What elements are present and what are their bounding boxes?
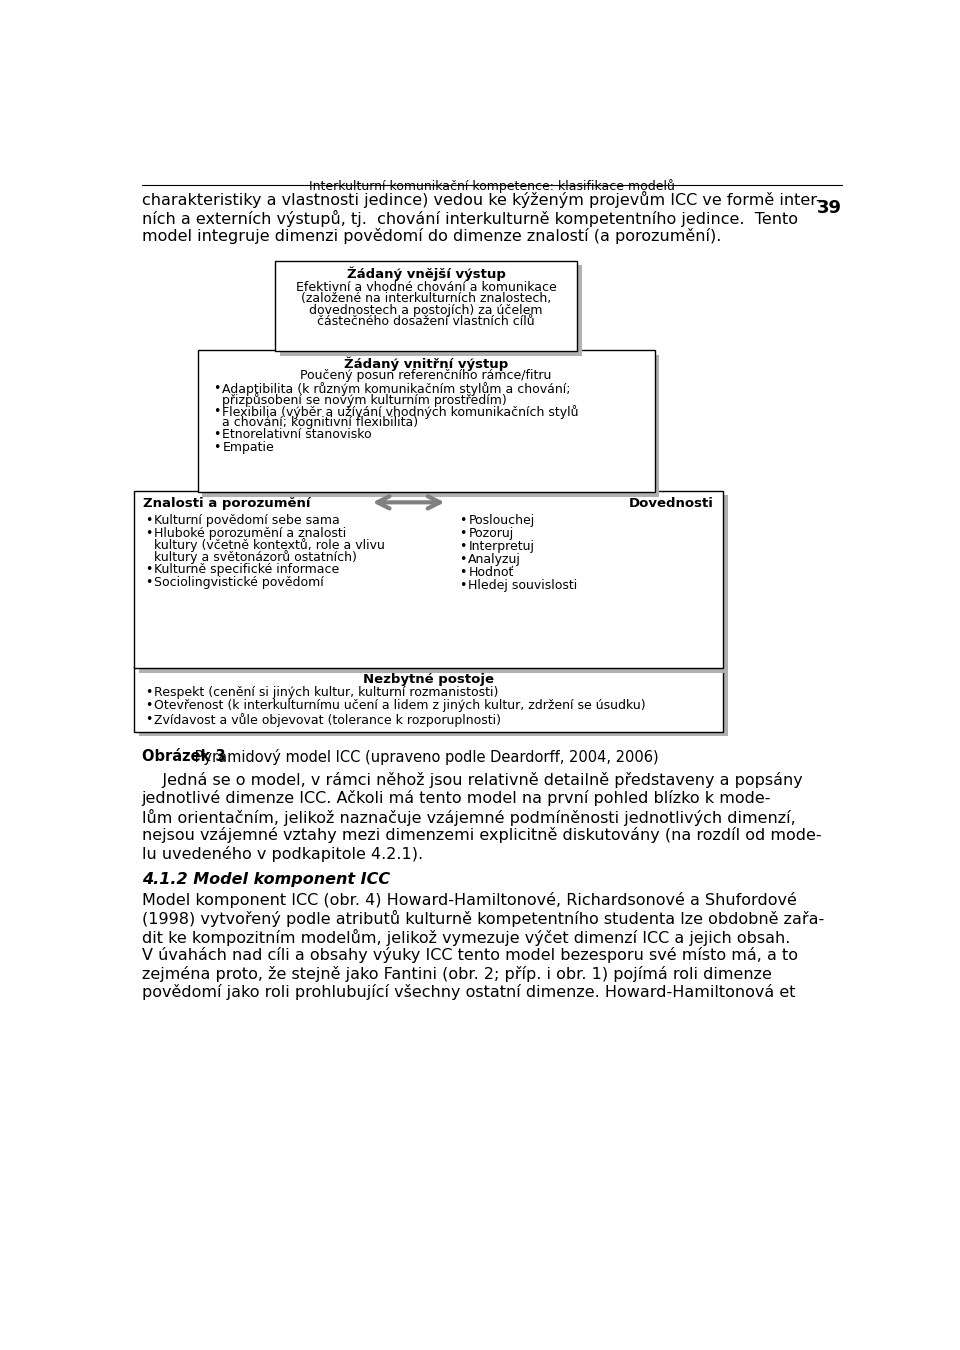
Text: kultury a světonázorů ostatních): kultury a světonázorů ostatních) xyxy=(155,549,357,564)
Text: •: • xyxy=(145,514,153,526)
Text: Sociolingvistické povědomí: Sociolingvistické povědomí xyxy=(155,576,324,589)
Bar xyxy=(138,671,728,736)
Bar xyxy=(203,355,660,497)
Text: Dovednosti: Dovednosti xyxy=(629,497,713,510)
Text: •: • xyxy=(459,540,467,553)
Bar xyxy=(275,261,577,351)
Text: •: • xyxy=(213,428,221,441)
Text: 4.1.2 Model komponent ICC: 4.1.2 Model komponent ICC xyxy=(142,872,390,887)
Text: V úvahách nad cíli a obsahy výuky ICC tento model bezesporu své místo má, a to: V úvahách nad cíli a obsahy výuky ICC te… xyxy=(142,948,798,964)
Text: Kulturně specifické informace: Kulturně specifické informace xyxy=(155,563,339,576)
Text: •: • xyxy=(145,576,153,589)
Text: Respekt (cenění si jiných kultur, kulturní rozmanistosti): Respekt (cenění si jiných kultur, kultur… xyxy=(155,686,498,699)
Text: •: • xyxy=(459,566,467,579)
Text: kultury (včetně kontextů, role a vlivu: kultury (včetně kontextů, role a vlivu xyxy=(155,539,385,552)
Text: povědomí jako roli prohlubující všechny ostatní dimenze. Howard-Hamiltonová et: povědomí jako roli prohlubující všechny … xyxy=(142,984,795,1000)
Text: model integruje dimenzi povědomí do dimenze znalostí (a porozumění).: model integruje dimenzi povědomí do dime… xyxy=(142,228,721,244)
Text: Obrázek 3: Obrázek 3 xyxy=(142,749,226,764)
Text: Hluboké porozumění a znalosti: Hluboké porozumění a znalosti xyxy=(155,526,347,540)
Bar xyxy=(138,495,728,672)
Bar xyxy=(279,265,582,356)
Text: •: • xyxy=(145,713,153,725)
Text: (1998) vytvořený podle atributů kulturně kompetentního studenta lze obdobně zařa: (1998) vytvořený podle atributů kulturně… xyxy=(142,910,824,927)
Text: (založené na interkulturních znalostech,: (založené na interkulturních znalostech, xyxy=(301,292,551,305)
Text: Kulturní povědomí sebe sama: Kulturní povědomí sebe sama xyxy=(155,514,340,526)
Bar xyxy=(198,350,655,493)
Text: Empatie: Empatie xyxy=(223,440,274,454)
Text: Efektivní a vhodné chování a komunikace: Efektivní a vhodné chování a komunikace xyxy=(296,281,557,293)
Text: 39: 39 xyxy=(817,198,842,217)
Text: •: • xyxy=(145,526,153,540)
Text: jednotlivé dimenze ICC. Ačkoli má tento model na první pohled blízko k mode-: jednotlivé dimenze ICC. Ačkoli má tento … xyxy=(142,790,771,806)
Text: •: • xyxy=(459,554,467,566)
Text: Etnorelativní stanovisko: Etnorelativní stanovisko xyxy=(223,428,372,441)
Text: Adaptibilita (k různým komunikačním stylům a chování;: Adaptibilita (k různým komunikačním styl… xyxy=(223,382,571,396)
Text: •: • xyxy=(213,405,221,418)
Text: •: • xyxy=(145,699,153,713)
Text: •: • xyxy=(459,514,467,526)
Text: Žádaný vnější výstup: Žádaný vnější výstup xyxy=(347,267,506,281)
Text: Pozoruj: Pozoruj xyxy=(468,526,514,540)
Text: Nezbytné postoje: Nezbytné postoje xyxy=(363,672,494,686)
Text: přizpůsobení se novým kulturním prostředím): přizpůsobení se novým kulturním prostřed… xyxy=(223,393,507,406)
Text: •: • xyxy=(459,526,467,540)
Text: ních a externích výstupů, tj.  chování interkulturně kompetentního jedince.  Ten: ních a externích výstupů, tj. chování in… xyxy=(142,209,798,227)
Text: •: • xyxy=(213,382,221,396)
Text: a chování; kognitivní flexibilita): a chování; kognitivní flexibilita) xyxy=(223,416,419,429)
Text: lům orientačním, jelikož naznačuje vzájemné podmíněnosti jednotlivých dimenzí,: lům orientačním, jelikož naznačuje vzáje… xyxy=(142,809,796,826)
Text: Zvídavost a vůle objevovat (tolerance k rozporuplnosti): Zvídavost a vůle objevovat (tolerance k … xyxy=(155,713,501,726)
Text: dovednostech a postojích) za účelem: dovednostech a postojích) za účelem xyxy=(309,304,542,317)
Text: Analyzuj: Analyzuj xyxy=(468,554,521,566)
Text: Znalosti a porozumění: Znalosti a porozumění xyxy=(143,497,311,510)
Text: Žádaný vnitřní výstup: Žádaný vnitřní výstup xyxy=(344,356,508,370)
Text: zejména proto, že stejně jako Fantini (obr. 2; příp. i obr. 1) pojímá roli dimen: zejména proto, že stejně jako Fantini (o… xyxy=(142,965,772,981)
Text: Flexibilia (výběr a užívání vhodných komunikačních stylů: Flexibilia (výběr a užívání vhodných kom… xyxy=(223,405,579,420)
Text: částečného dosažení vlastních cílů: částečného dosažení vlastních cílů xyxy=(318,316,535,328)
Text: Poslouchej: Poslouchej xyxy=(468,514,535,526)
Text: Poučený posun referenčního rámce/fitru: Poučený posun referenčního rámce/fitru xyxy=(300,369,552,382)
Text: lu uvedeného v podkapitole 4.2.1).: lu uvedeného v podkapitole 4.2.1). xyxy=(142,845,422,861)
Text: •: • xyxy=(213,440,221,454)
Text: Interkulturní komunikační kompetence: klasifikace modelů: Interkulturní komunikační kompetence: kl… xyxy=(309,180,675,193)
Text: Hledej souvislosti: Hledej souvislosti xyxy=(468,579,578,593)
Bar xyxy=(134,491,723,668)
Text: •: • xyxy=(145,686,153,699)
Bar xyxy=(134,667,723,732)
Text: •: • xyxy=(145,563,153,576)
Text: nejsou vzájemné vztahy mezi dimenzemi explicitně diskutovány (na rozdíl od mode-: nejsou vzájemné vztahy mezi dimenzemi ex… xyxy=(142,828,822,844)
Text: Hodnoť: Hodnoť xyxy=(468,566,514,579)
Text: Model komponent ICC (obr. 4) Howard-Hamiltonové, Richardsonové a Shufordové: Model komponent ICC (obr. 4) Howard-Hami… xyxy=(142,892,797,909)
Text: Otevřenost (k interkulturnímu učení a lidem z jiných kultur, zdržení se úsudku): Otevřenost (k interkulturnímu učení a li… xyxy=(155,699,646,713)
Text: •: • xyxy=(459,579,467,593)
Text: charakteristiky a vlastnosti jedince) vedou ke kýženým projevům ICC ve formě int: charakteristiky a vlastnosti jedince) ve… xyxy=(142,192,822,208)
Text: Pyramidový model ICC (upraveno podle Deardorff, 2004, 2006): Pyramidový model ICC (upraveno podle Dea… xyxy=(190,749,659,764)
Text: Jedná se o model, v rámci něhož jsou relativně detailně představeny a popsány: Jedná se o model, v rámci něhož jsou rel… xyxy=(142,772,803,788)
Text: Interpretuj: Interpretuj xyxy=(468,540,535,553)
Text: dit ke kompozitním modelům, jelikož vymezuje výčet dimenzí ICC a jejich obsah.: dit ke kompozitním modelům, jelikož vyme… xyxy=(142,929,790,946)
